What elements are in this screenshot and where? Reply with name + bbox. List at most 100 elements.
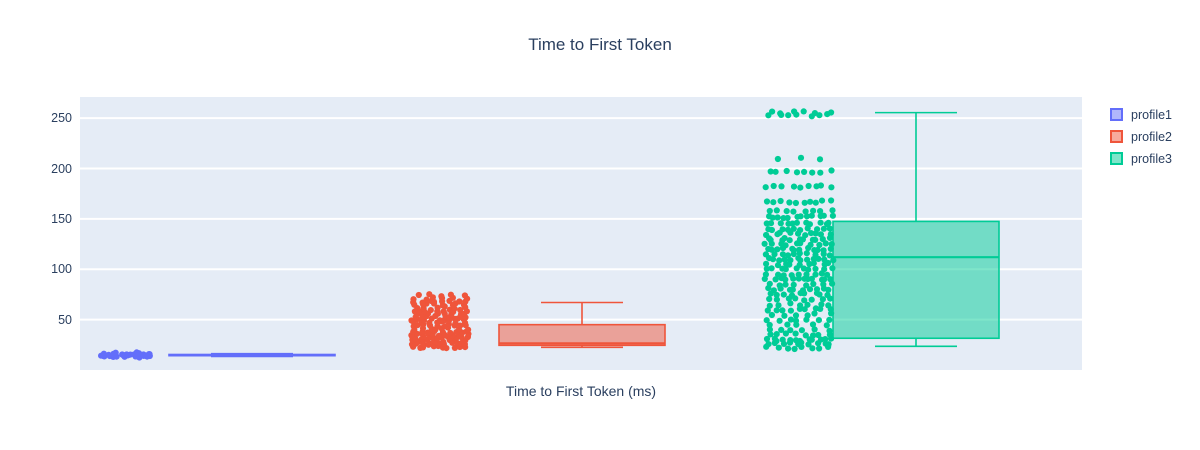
data-point <box>821 276 828 283</box>
data-point <box>779 251 787 258</box>
data-point <box>767 168 774 175</box>
data-point <box>769 108 776 115</box>
data-point <box>766 280 773 287</box>
data-point <box>770 182 777 190</box>
legend-label: profile1 <box>1131 107 1172 122</box>
data-point <box>812 265 819 272</box>
data-point <box>782 330 790 337</box>
data-point <box>828 167 835 174</box>
data-point <box>768 226 776 234</box>
legend-swatch-icon <box>1110 130 1123 143</box>
plot-area[interactable] <box>80 97 1082 370</box>
data-point <box>787 257 794 264</box>
data-point <box>792 312 800 319</box>
data-point <box>767 220 775 227</box>
data-point <box>790 281 797 288</box>
data-point <box>801 297 808 304</box>
data-point <box>807 241 814 248</box>
data-point <box>769 256 777 263</box>
data-point <box>809 169 816 176</box>
legend-item-profile1[interactable]: profile1 <box>1110 107 1172 122</box>
data-point <box>812 199 819 206</box>
data-point <box>818 197 826 204</box>
data-point <box>821 256 828 263</box>
data-point <box>796 337 804 345</box>
legend-item-profile3[interactable]: profile3 <box>1110 151 1172 166</box>
data-point <box>813 286 821 293</box>
box-plot-svg <box>80 108 1082 361</box>
box-trace-profile1[interactable] <box>98 349 336 361</box>
data-point <box>763 265 770 272</box>
legend-item-profile2[interactable]: profile2 <box>1110 129 1172 144</box>
data-point <box>112 349 119 356</box>
data-point <box>797 257 804 264</box>
data-point <box>826 316 833 323</box>
data-point <box>100 350 107 357</box>
data-point <box>785 112 792 119</box>
points-profile1 <box>98 349 153 361</box>
data-point <box>767 236 774 243</box>
data-point <box>824 271 831 278</box>
data-point <box>773 338 780 345</box>
y-tick-label: 50 <box>58 312 72 327</box>
data-point <box>768 311 776 319</box>
data-point <box>761 240 768 247</box>
data-point <box>790 183 798 190</box>
data-point <box>804 301 811 308</box>
legend-swatch-icon <box>1110 152 1123 165</box>
data-point <box>774 214 781 221</box>
data-point <box>796 246 803 253</box>
data-point <box>780 291 787 298</box>
data-point <box>814 226 821 233</box>
data-point <box>773 296 781 303</box>
data-point <box>763 198 771 205</box>
legend: profile1 profile2 profile3 <box>1110 107 1172 166</box>
data-point <box>766 321 773 329</box>
data-point <box>817 182 825 189</box>
y-tick-label: 150 <box>51 211 72 226</box>
data-point <box>828 184 835 191</box>
data-point <box>451 344 458 351</box>
data-point <box>766 207 773 215</box>
data-point <box>773 207 780 214</box>
data-point <box>766 326 774 333</box>
data-point <box>770 287 778 294</box>
data-point <box>424 329 431 336</box>
data-point <box>447 329 454 337</box>
y-tick-label: 100 <box>51 262 72 277</box>
data-point <box>797 154 805 161</box>
data-point <box>820 212 827 219</box>
box-trace-profile3[interactable] <box>761 108 1000 353</box>
data-point <box>452 320 459 327</box>
data-point <box>799 287 807 294</box>
data-point <box>817 231 825 238</box>
data-point <box>820 247 827 254</box>
legend-label: profile3 <box>1131 151 1172 166</box>
data-point <box>767 331 774 338</box>
data-point <box>776 317 783 324</box>
data-point <box>822 336 829 343</box>
box-trace-profile2[interactable] <box>408 291 666 352</box>
data-point <box>812 236 819 243</box>
data-point <box>801 199 808 206</box>
data-point <box>820 225 828 232</box>
data-point <box>792 317 800 324</box>
data-point <box>410 296 417 303</box>
data-point <box>780 272 787 279</box>
data-point <box>808 296 815 303</box>
data-point <box>781 235 788 242</box>
data-point <box>783 167 790 175</box>
data-point <box>825 286 832 293</box>
data-point <box>823 322 830 329</box>
data-point <box>803 282 810 289</box>
data-point <box>763 260 770 267</box>
legend-label: profile2 <box>1131 129 1172 144</box>
data-point <box>772 276 779 283</box>
data-point <box>766 302 773 309</box>
data-point <box>764 307 771 314</box>
data-point <box>415 291 422 299</box>
data-point <box>777 197 784 205</box>
data-point <box>781 256 788 263</box>
data-point <box>811 326 818 333</box>
data-point <box>790 225 797 232</box>
